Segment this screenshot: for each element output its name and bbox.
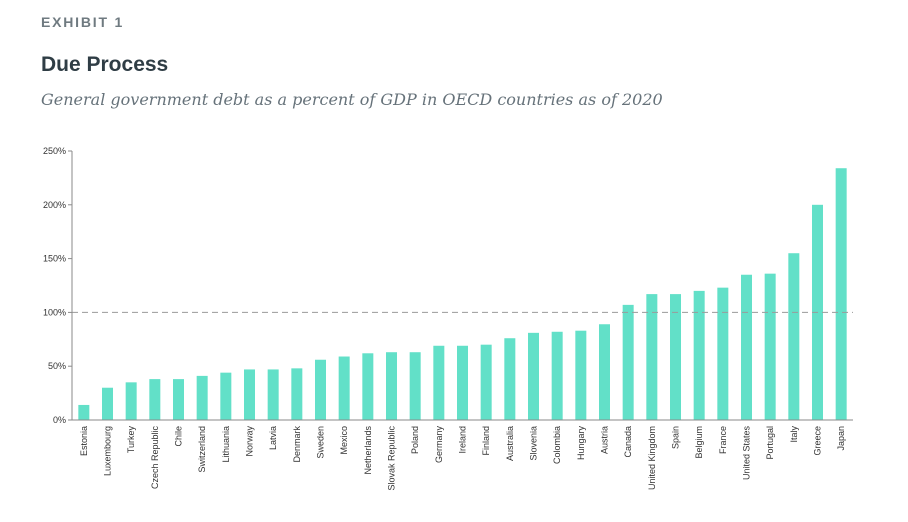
x-tick-label: Norway <box>245 426 255 457</box>
x-tick-label: Slovak Republic <box>387 426 397 491</box>
y-ticks-group: 0% 50% 100% 150% 200% 250% <box>43 146 72 425</box>
bar-turkey <box>125 382 137 420</box>
bar-czech-republic <box>149 379 161 420</box>
x-tick-label: Lithuania <box>221 426 231 463</box>
y-tick-label: 150% <box>43 254 66 264</box>
bar-denmark <box>291 368 303 420</box>
y-tick-label: 250% <box>43 146 66 156</box>
x-tick-label: Czech Republic <box>150 426 160 490</box>
x-tick-label: Ireland <box>458 426 468 454</box>
bar-luxembourg <box>102 387 113 420</box>
chart-subtitle: General government debt as a percent of … <box>41 90 663 109</box>
bar-poland <box>409 352 421 420</box>
x-tick-label: Netherlands <box>363 426 373 475</box>
x-tick-label: Luxembourg <box>103 426 113 476</box>
x-tick-label: Latvia <box>268 426 278 450</box>
x-tick-label: Colombia <box>552 426 562 464</box>
x-tick-label: Spain <box>671 426 681 449</box>
bar-slovak-republic <box>386 352 397 420</box>
x-tick-label: Sweden <box>316 426 326 459</box>
bars-group <box>78 168 847 420</box>
x-tick-label: Belgium <box>694 426 704 459</box>
bar-portugal <box>764 273 776 420</box>
x-tick-label: United Kingdom <box>647 426 657 490</box>
bar-netherlands <box>362 353 374 420</box>
bar-switzerland <box>196 375 208 420</box>
x-tick-label: Japan <box>836 426 846 451</box>
y-tick-label: 200% <box>43 200 66 210</box>
bar-spain <box>670 294 681 420</box>
x-tick-label: Turkey <box>126 426 136 454</box>
bar-chile <box>173 379 184 420</box>
x-tick-label: Estonia <box>79 426 89 456</box>
bar-mexico <box>338 356 350 420</box>
x-tick-label: Mexico <box>339 426 349 455</box>
bar-united-states <box>741 274 752 420</box>
bar-finland <box>480 344 492 420</box>
bar-australia <box>504 338 516 420</box>
bar-hungary <box>575 330 587 420</box>
x-tick-label: United States <box>742 426 752 481</box>
chart-title: Due Process <box>41 53 169 76</box>
bar-lithuania <box>220 372 232 420</box>
bar-canada <box>622 304 634 420</box>
exhibit-label: EXHIBIT 1 <box>41 14 125 30</box>
y-tick-label: 0% <box>53 415 66 425</box>
x-tick-label: Portugal <box>765 426 775 460</box>
bar-austria <box>599 324 610 420</box>
x-tick-label: Austria <box>600 426 610 454</box>
x-tick-label: Slovenia <box>529 426 539 461</box>
bar-japan <box>835 168 847 420</box>
x-tick-label: Canada <box>623 426 633 458</box>
bar-belgium <box>693 290 705 420</box>
axes-group <box>71 151 853 421</box>
x-tick-label: Greece <box>813 426 823 456</box>
bar-latvia <box>267 369 279 420</box>
x-tick-label: Poland <box>410 426 420 454</box>
bar-norway <box>244 369 255 420</box>
bar-estonia <box>78 404 90 420</box>
x-tick-label: France <box>718 426 728 454</box>
bar-france <box>717 287 729 420</box>
y-tick-label: 50% <box>48 361 66 371</box>
x-tick-label: Hungary <box>576 426 586 461</box>
bar-colombia <box>551 331 563 420</box>
x-tick-label: Italy <box>789 426 799 443</box>
x-tick-label: Chile <box>174 426 184 447</box>
y-tick-label: 100% <box>43 307 66 317</box>
bar-ireland <box>457 345 468 420</box>
bar-united-kingdom <box>646 294 658 420</box>
bar-sweden <box>315 359 326 420</box>
bar-italy <box>788 253 800 420</box>
bar-germany <box>433 345 445 420</box>
x-tick-label: Switzerland <box>197 426 207 473</box>
x-tick-label: Australia <box>505 426 515 461</box>
x-tick-label: Germany <box>434 426 444 464</box>
x-tick-label: Finland <box>481 426 491 456</box>
x-ticks-group: Estonia Luxembourg Turkey Czech Republic Chi… <box>79 426 846 491</box>
bar-slovenia <box>528 332 539 420</box>
x-tick-label: Denmark <box>292 426 302 463</box>
